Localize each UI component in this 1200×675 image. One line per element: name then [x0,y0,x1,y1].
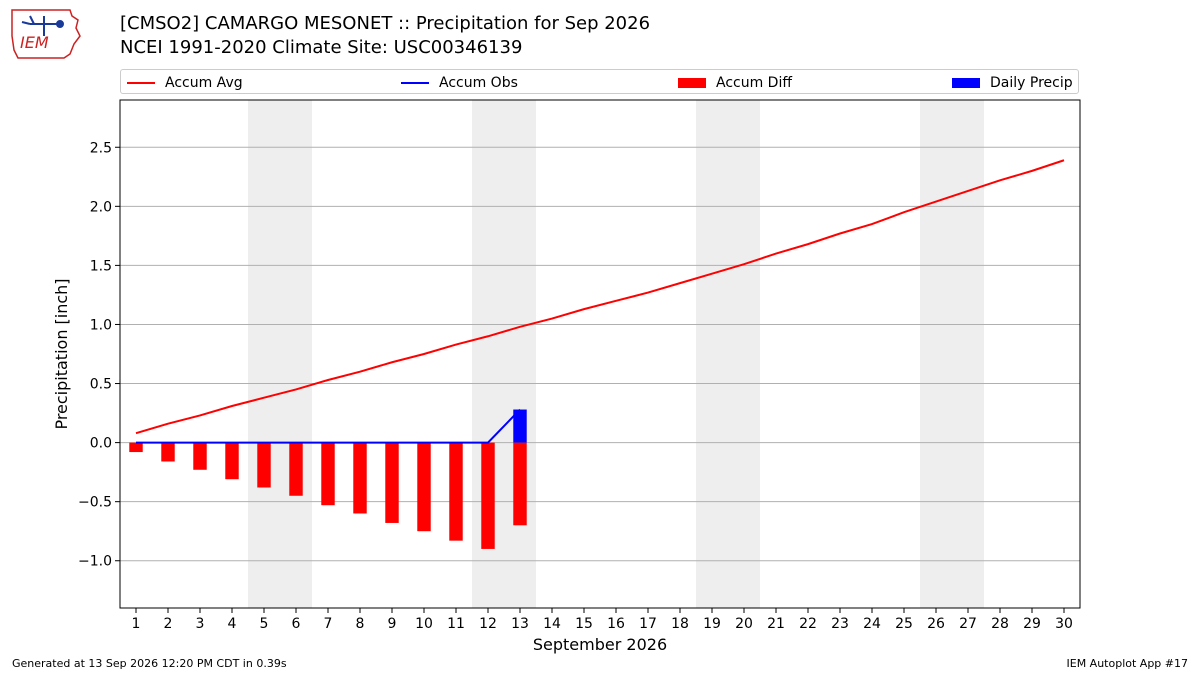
x-tick-label: 19 [703,616,721,632]
plot-frame [119,99,1081,609]
y-axis-label: Precipitation [inch] [52,278,71,429]
chart-title-line2: NCEI 1991-2020 Climate Site: USC00346139 [120,37,523,58]
x-tick-label: 8 [356,616,365,632]
chart-title: [CMSO2] CAMARGO MESONET :: Precipitation… [120,12,650,60]
accum-diff-bar [129,442,143,453]
x-tick-label: 20 [735,616,753,632]
x-tick-label: 15 [575,616,593,632]
accum-avg-line [135,159,1065,435]
weekend-band [696,100,760,608]
x-axis-label: September 2026 [533,635,667,654]
x-tick-label: 6 [292,616,301,632]
x-tick-label: 14 [543,616,561,632]
y-tick-label: 1.5 [90,258,112,274]
x-tick-label: 2 [164,616,173,632]
accum-diff-bar [289,442,303,496]
x-tick-label: 12 [479,616,497,632]
x-tick-label: 9 [388,616,397,632]
generated-timestamp: Generated at 13 Sep 2026 12:20 PM CDT in… [12,657,287,670]
legend-swatch-accum-obs [401,81,429,84]
logo-text: IEM [20,33,49,52]
legend-swatch-daily-precip [952,77,980,88]
accum-diff-bar [321,442,335,506]
accum-diff-bar [417,442,431,532]
x-tick-label: 26 [927,616,945,632]
weekend-bands [248,100,984,608]
x-tick-label: 17 [639,616,657,632]
chart-title-line1: [CMSO2] CAMARGO MESONET :: Precipitation… [120,13,651,34]
legend-swatch-accum-avg [127,81,155,84]
x-tick-label: 10 [415,616,433,632]
x-tick-label: 4 [228,616,237,632]
x-axis-ticks: 1 2 3 4 5 6 7 8 9 10 11 12 13 14 15 16 17 18 19 20 21 22 23 24 2… [132,608,1073,632]
series-lines [135,159,1065,444]
x-tick-label: 5 [260,616,269,632]
accum-diff-bar [481,442,495,549]
bars [129,409,527,549]
accum-diff-bar [353,442,367,514]
x-tick-label: 13 [511,616,529,632]
chart-legend: Accum Avg Accum Obs Accum Diff Daily Pre… [120,69,1079,94]
accum-obs-line [136,408,521,444]
legend-label-daily-precip: Daily Precip [990,74,1073,91]
x-tick-label: 28 [991,616,1009,632]
app-label: IEM Autoplot App #17 [1066,657,1189,670]
legend-item-accum-avg: Accum Avg [127,70,243,95]
weekend-band [920,100,984,608]
accum-diff-bar [385,442,399,523]
y-tick-label: −1.0 [78,554,112,570]
x-tick-label: 23 [831,616,849,632]
legend-label-accum-avg: Accum Avg [165,74,243,91]
x-tick-label: 1 [132,616,141,632]
y-tick-label: 1.0 [90,317,112,333]
x-tick-label: 16 [607,616,625,632]
x-tick-label: 29 [1023,616,1041,632]
iem-logo: IEM [11,9,81,59]
x-tick-label: 18 [671,616,689,632]
x-tick-label: 11 [447,616,465,632]
accum-diff-bar [225,442,239,480]
y-tick-label: −0.5 [78,495,112,511]
accum-diff-bar [257,442,271,488]
accum-diff-bar [449,442,463,541]
y-axis-ticks: −1.0 −0.5 0.0 0.5 1.0 1.5 2.0 2.5 [78,140,120,570]
legend-item-daily-precip: Daily Precip [952,70,1073,95]
legend-label-accum-diff: Accum Diff [716,74,793,91]
weather-station-icon [21,15,64,36]
x-tick-label: 22 [799,616,817,632]
x-tick-label: 7 [324,616,333,632]
x-tick-label: 27 [959,616,977,632]
legend-label-accum-obs: Accum Obs [439,74,518,91]
legend-swatch-accum-diff [678,77,706,88]
daily-precip-bar [513,409,527,443]
x-tick-label: 24 [863,616,881,632]
accum-diff-bar [161,442,175,462]
y-tick-label: 0.5 [90,377,112,393]
accum-diff-bar [193,442,207,470]
y-tick-label: 2.0 [90,199,112,215]
x-tick-label: 30 [1055,616,1073,632]
legend-item-accum-diff: Accum Diff [678,70,792,95]
x-tick-label: 21 [767,616,785,632]
y-tick-label: 2.5 [90,140,112,156]
x-tick-label: 3 [196,616,205,632]
y-tick-label: 0.0 [90,436,112,452]
accum-diff-bar [513,442,527,526]
legend-item-accum-obs: Accum Obs [401,70,518,95]
weekend-band [248,100,312,608]
x-tick-label: 25 [895,616,913,632]
